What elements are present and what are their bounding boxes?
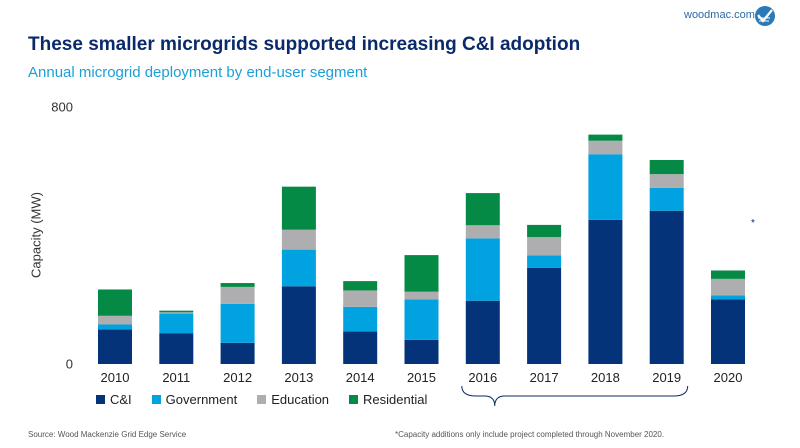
- bar-2012-education: [220, 286, 255, 304]
- annotation-asterisk: *: [751, 218, 755, 229]
- bar-2017-ci: [527, 267, 562, 364]
- legend-label: Government: [165, 392, 238, 407]
- bar-2017-education: [527, 237, 562, 256]
- bar-2011-residential: [159, 310, 194, 313]
- woodmac-logo-icon: [755, 6, 775, 26]
- bar-2010-ci: [98, 329, 132, 364]
- bar-2013-residential: [281, 186, 316, 230]
- x-tick-2011: 2011: [162, 370, 191, 385]
- bar-2020-government: [711, 295, 745, 300]
- x-tick-2018: 2018: [590, 370, 620, 385]
- bar-2015-education: [404, 291, 439, 300]
- bar-2015-government: [404, 299, 439, 340]
- page-title: These smaller microgrids supported incre…: [28, 34, 581, 55]
- bar-2010-government: [98, 324, 132, 330]
- bar-2019-ci: [649, 210, 684, 364]
- bar-2018-education: [588, 140, 623, 155]
- footnote: *Capacity additions only include project…: [395, 430, 665, 439]
- bar-2012-ci: [220, 342, 255, 364]
- bar-2020-ci: [711, 299, 745, 364]
- y-tick-0: 0: [65, 356, 73, 372]
- x-tick-2016: 2016: [468, 370, 498, 385]
- bar-2010-residential: [98, 289, 132, 316]
- x-tick-2013: 2013: [284, 370, 314, 385]
- legend-label: C&I: [110, 392, 132, 407]
- bar-2018-government: [588, 154, 623, 220]
- bar-2016-residential: [465, 193, 500, 226]
- x-tick-2012: 2012: [223, 370, 253, 385]
- bar-2017-residential: [527, 224, 562, 238]
- legend-swatch: [151, 395, 161, 404]
- legend-label: Education: [271, 392, 330, 407]
- legend-item-government: Government: [151, 392, 238, 407]
- bar-2019-government: [649, 187, 684, 211]
- legend-swatch: [349, 395, 359, 404]
- x-tick-2020: 2020: [713, 370, 743, 385]
- bar-2016-education: [465, 225, 500, 239]
- x-tick-2014: 2014: [345, 370, 375, 385]
- bar-2012-residential: [220, 283, 255, 287]
- bar-2011-ci: [159, 333, 194, 364]
- brand-link[interactable]: woodmac.com: [684, 9, 755, 21]
- legend-item-ci: C&I: [96, 392, 132, 407]
- bar-2013-government: [281, 249, 316, 287]
- bar-2015-residential: [404, 255, 439, 292]
- bar-2011-government: [159, 313, 194, 334]
- bar-2019-residential: [649, 160, 684, 175]
- bar-2018-residential: [588, 134, 623, 141]
- x-tick-2019: 2019: [652, 370, 682, 385]
- source-note: Source: Wood Mackenzie Grid Edge Service: [28, 430, 187, 439]
- legend-swatch: [257, 395, 267, 404]
- legend-item-education: Education: [257, 392, 329, 407]
- legend-label: Residential: [363, 392, 428, 407]
- bar-2014-residential: [343, 281, 378, 291]
- bar-2018-ci: [588, 219, 623, 364]
- bar-2014-ci: [343, 331, 378, 364]
- x-tick-2010: 2010: [100, 370, 130, 385]
- bar-2016-ci: [465, 300, 500, 364]
- legend: C&I Government Education Residential: [96, 392, 427, 407]
- x-tick-2017: 2017: [529, 370, 559, 385]
- chart-subtitle: Annual microgrid deployment by end-user …: [28, 64, 368, 81]
- bar-2015-ci: [404, 339, 439, 364]
- bar-2013-education: [281, 229, 316, 250]
- legend-swatch: [96, 395, 105, 404]
- bracket-2016-2019: [461, 385, 689, 407]
- bar-2010-education: [98, 315, 132, 325]
- legend-item-residential: Residential: [349, 392, 427, 407]
- bar-2011-education: [159, 312, 194, 314]
- bar-2012-government: [220, 303, 255, 343]
- bar-2013-ci: [281, 286, 316, 364]
- bar-2016-government: [465, 238, 500, 301]
- bar-2017-government: [527, 255, 562, 268]
- bar-2014-education: [343, 290, 378, 307]
- bar-2014-government: [343, 306, 378, 332]
- bar-2020-education: [711, 278, 745, 296]
- x-tick-2015: 2015: [407, 370, 436, 385]
- bar-2019-education: [649, 174, 684, 188]
- y-tick-800: 800: [51, 99, 73, 115]
- bar-2020-residential: [711, 270, 745, 279]
